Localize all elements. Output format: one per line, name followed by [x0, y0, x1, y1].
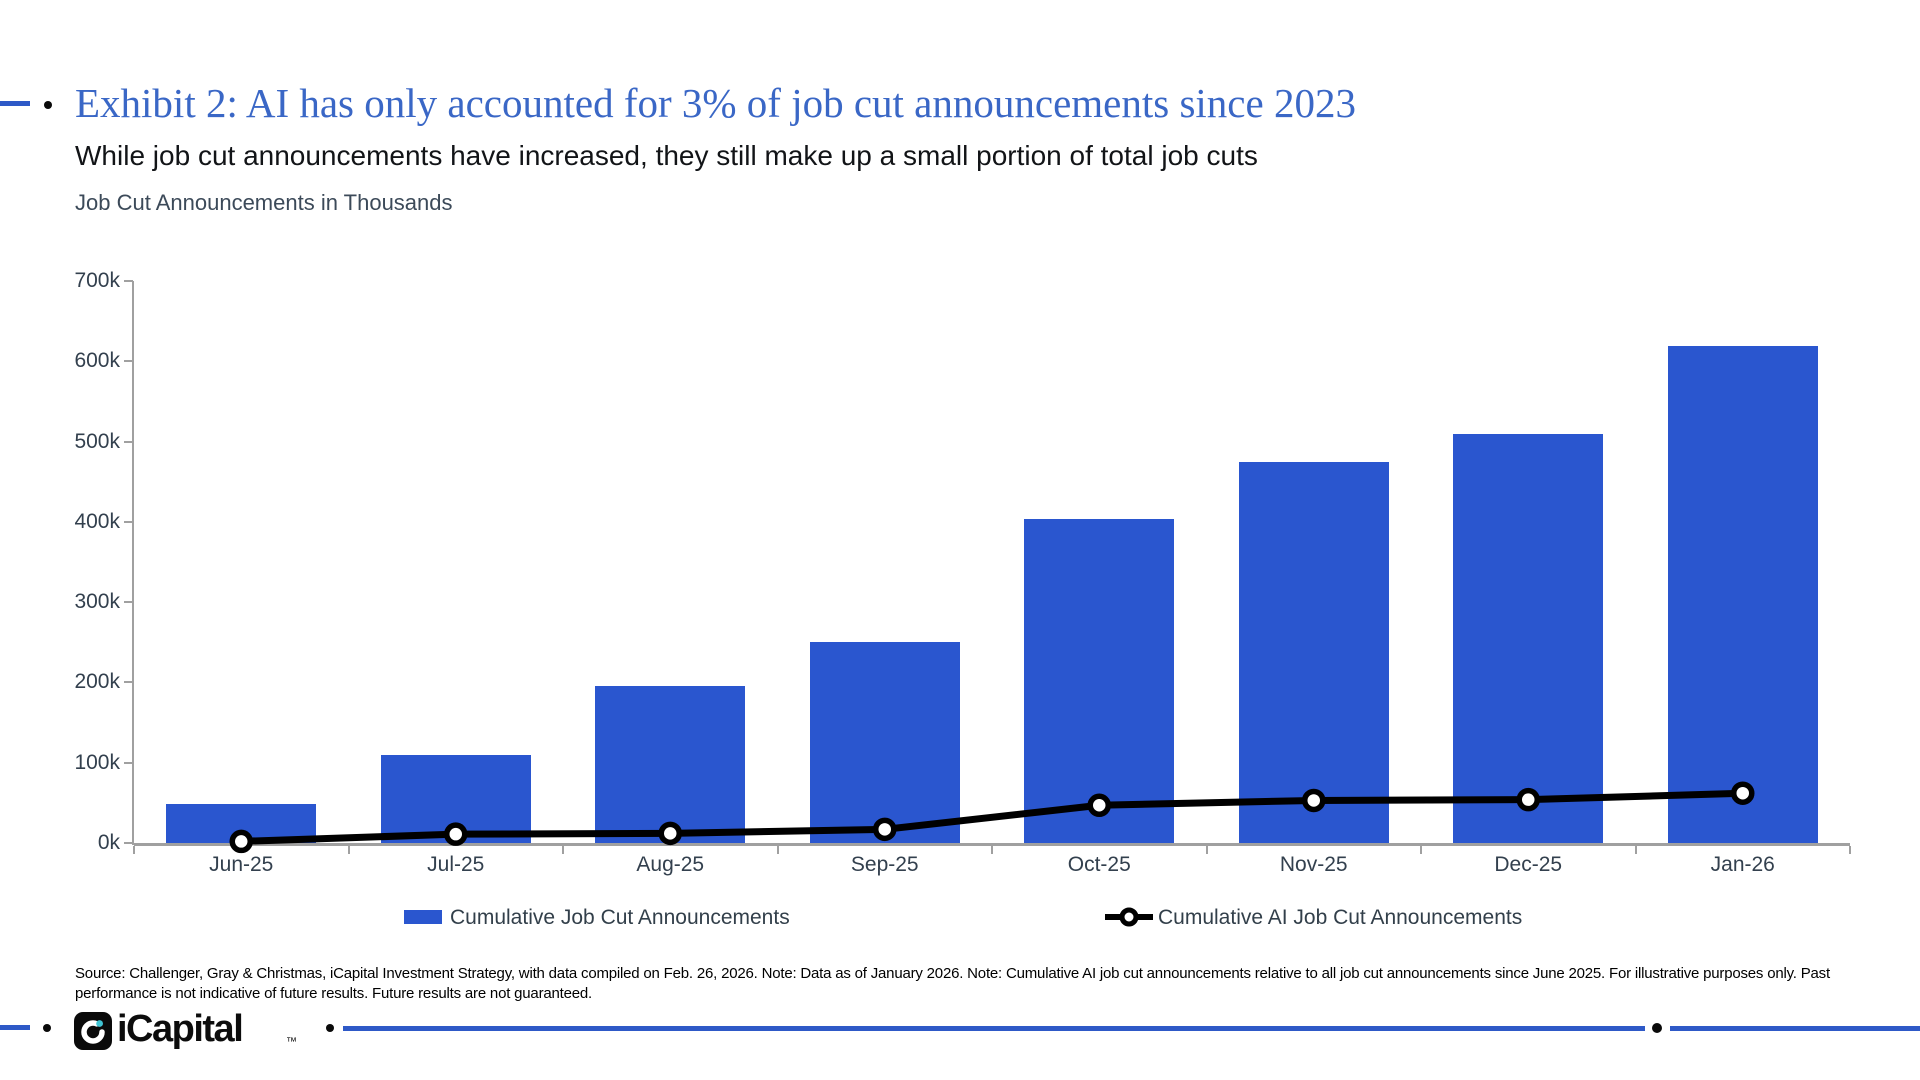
y-axis-tick-label: 400k — [74, 509, 120, 533]
title-accent-dot-icon — [44, 101, 52, 109]
x-axis-label-aug-25: Aug-25 — [636, 853, 705, 876]
legend-label-ai-job-cuts: Cumulative AI Job Cut Announcements — [1158, 906, 1523, 929]
x-axis-label-dec-25: Dec-25 — [1494, 853, 1563, 876]
footer-dot-icon — [1652, 1023, 1662, 1033]
y-axis-tick-label: 200k — [74, 670, 120, 694]
footer-dot-icon — [43, 1024, 51, 1032]
bar-jan-26 — [1667, 346, 1818, 843]
y-axis-tick-label: 600k — [74, 349, 120, 373]
footer-rule-right — [1670, 1026, 1920, 1031]
footer-dot-icon — [326, 1024, 334, 1032]
y-axis-tick — [124, 280, 133, 282]
bar-jul-25 — [380, 754, 531, 843]
x-axis-tick — [562, 846, 564, 854]
x-axis-tick — [1420, 846, 1422, 854]
exhibit-title: Exhibit 2: AI has only accounted for 3% … — [75, 80, 1356, 126]
footer-accent-dash — [0, 1025, 30, 1030]
source-note: Source: Challenger, Gray & Christmas, iC… — [75, 965, 1830, 1003]
logo-trademark: ™ — [286, 1036, 297, 1048]
y-axis-tick — [124, 842, 133, 844]
y-axis-tick-label: 300k — [74, 590, 120, 614]
title-accent-dash — [0, 101, 30, 106]
icapital-logo-text: iCapital — [117, 1008, 244, 1050]
legend-line-marker-icon — [1105, 907, 1153, 927]
y-axis-tick — [124, 601, 133, 604]
x-axis-label-jan-26: Jan-26 — [1710, 853, 1775, 876]
bar-dec-25 — [1453, 433, 1604, 843]
y-axis-tick — [124, 681, 133, 684]
y-axis-line — [132, 281, 134, 845]
x-axis-label-oct-25: Oct-25 — [1067, 853, 1131, 876]
bar-nov-25 — [1238, 461, 1389, 843]
x-axis-tick — [776, 846, 779, 854]
x-axis-tick — [347, 846, 350, 854]
bar-sep-25 — [809, 642, 960, 843]
x-axis-label-jul-25: Jul-25 — [427, 853, 485, 876]
icapital-logo-icon — [74, 1012, 112, 1050]
y-axis-tick-label: 0k — [97, 831, 120, 854]
x-axis-tick — [1205, 846, 1208, 854]
x-axis-tick — [991, 846, 993, 854]
y-axis-tick-label: 700k — [74, 269, 120, 292]
footer-rule-left — [343, 1026, 1645, 1031]
x-axis-label-jun-25: Jun-25 — [209, 853, 274, 876]
y-axis-tick-label: 100k — [74, 750, 120, 774]
legend-bar-swatch — [404, 910, 442, 924]
exhibit-subtitle: While job cut announcements have increas… — [75, 140, 1258, 171]
x-axis-label-sep-25: Sep-25 — [850, 853, 919, 876]
y-axis-tick — [124, 360, 133, 363]
legend-label-job-cuts: Cumulative Job Cut Announcements — [450, 906, 790, 929]
y-axis-tick — [124, 520, 133, 523]
bar-oct-25 — [1024, 519, 1175, 843]
x-axis-tick — [1634, 846, 1637, 854]
x-axis-tick — [1849, 846, 1851, 854]
bar-jun-25 — [166, 804, 317, 843]
chart-units-label: Job Cut Announcements in Thousands — [75, 190, 453, 215]
y-axis-tick-label: 500k — [74, 429, 120, 453]
y-axis-tick — [124, 761, 133, 764]
bar-aug-25 — [595, 685, 746, 843]
y-axis-tick — [124, 440, 133, 443]
x-axis-label-nov-25: Nov-25 — [1279, 853, 1348, 876]
x-axis-tick — [133, 846, 135, 854]
